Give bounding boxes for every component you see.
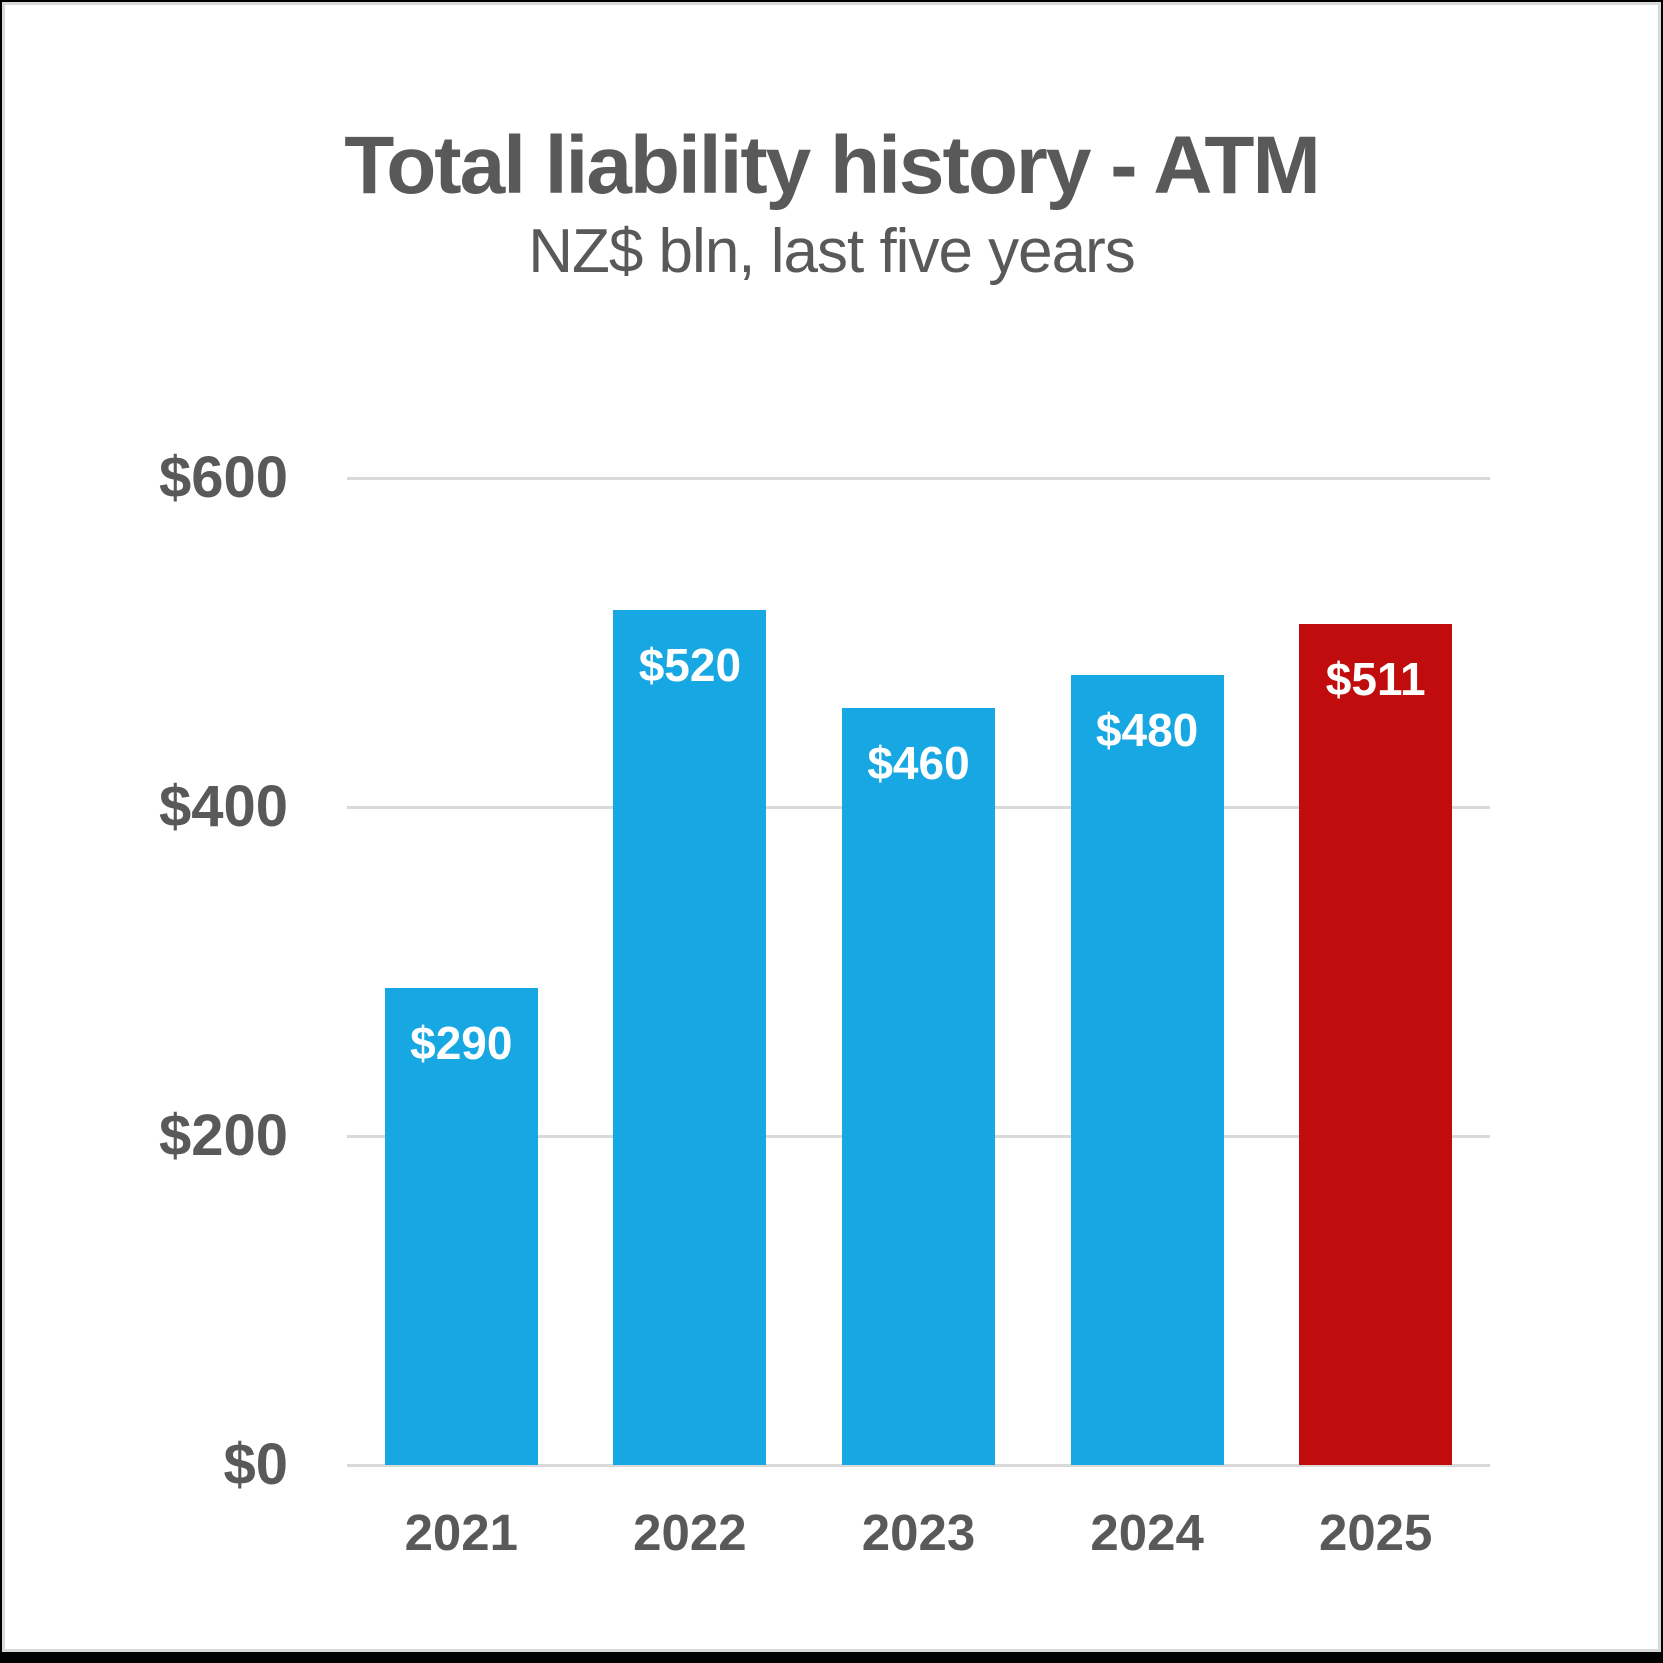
bar-2021: $290: [384, 987, 538, 1465]
bar-2024: $480: [1070, 675, 1224, 1465]
y-axis-tick-label: $400: [158, 774, 288, 839]
bar-2025: $511: [1299, 624, 1453, 1465]
bar-value-label: $480: [1095, 704, 1199, 757]
bar-2023: $460: [842, 708, 995, 1465]
x-axis-tick-label: 2024: [1090, 1504, 1204, 1561]
bar-2022: $520: [613, 609, 767, 1465]
bar-value-label: $520: [638, 638, 742, 691]
bar-value-label: $290: [410, 1016, 513, 1069]
x-axis-tick-label: 2023: [861, 1504, 976, 1561]
x-axis-tick-label: 2022: [633, 1504, 747, 1561]
gridline-600: [347, 477, 1490, 480]
x-axis-tick-label: 2021: [404, 1504, 519, 1561]
x-axis-tick-label: 2025: [1318, 1504, 1433, 1561]
bar-value-label: $511: [1325, 653, 1426, 706]
y-axis-tick-label: $600: [158, 445, 288, 510]
y-axis-tick-label: $200: [158, 1103, 288, 1168]
bar-value-label: $460: [867, 737, 970, 790]
gridline-0: [347, 1464, 1490, 1467]
chart-subtitle: NZ$ bln, last five years: [528, 217, 1136, 286]
y-axis-tick-label: $0: [223, 1432, 288, 1497]
chart-title: Total liability history - ATM: [344, 120, 1321, 211]
